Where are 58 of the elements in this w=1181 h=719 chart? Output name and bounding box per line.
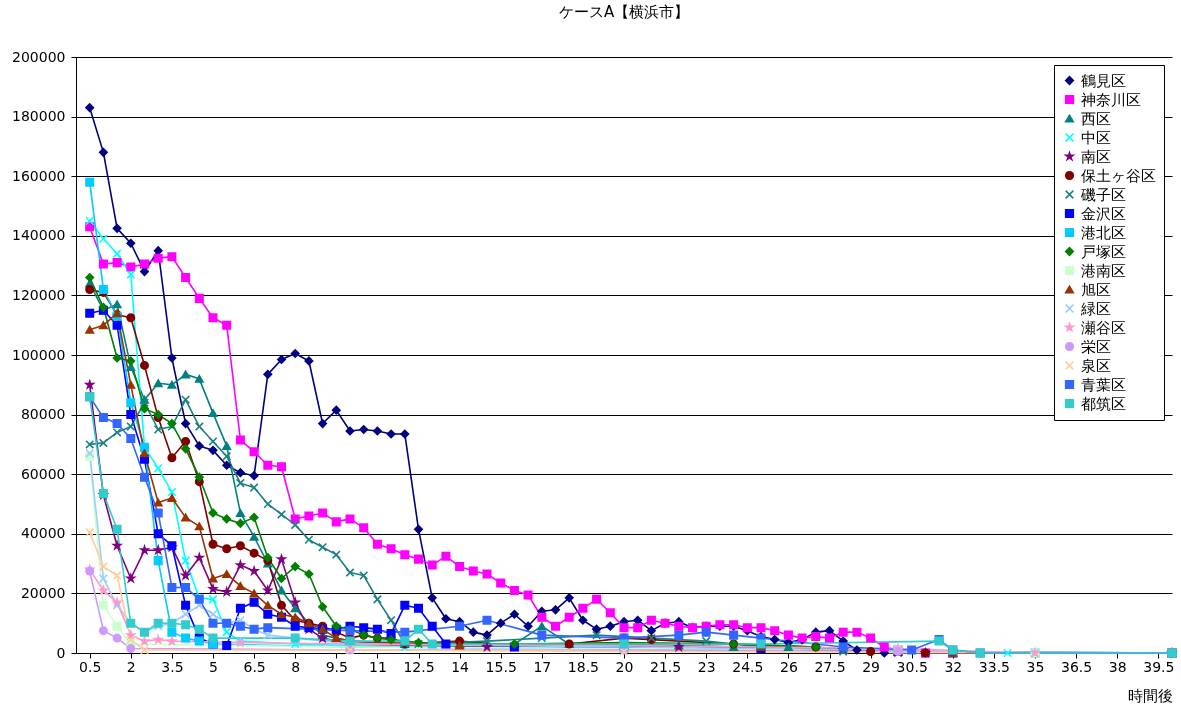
legend-label: 緑区 [1080, 299, 1111, 318]
legend-label: 栄区 [1081, 337, 1111, 356]
legend-label: 港南区 [1081, 261, 1126, 280]
x-tick-label: 9.5 [325, 658, 348, 675]
x-tick-label: 5 [209, 658, 218, 675]
x-tick-label: 18.5 [567, 658, 599, 675]
x-tick-label: 14 [451, 658, 470, 675]
y-tick-label: 180000 [12, 108, 66, 125]
legend-label: 都筑区 [1081, 394, 1126, 413]
chart-title: ケースA【横浜市】 [558, 3, 690, 21]
legend-label: 港北区 [1081, 223, 1126, 242]
x-tick-label: 2 [126, 658, 136, 675]
x-tick-label: 17 [533, 658, 552, 675]
y-tick-label: 80000 [20, 406, 66, 423]
legend-label: 神奈川区 [1081, 90, 1141, 109]
legend-label: 旭区 [1081, 280, 1111, 299]
x-tick-label: 32 [944, 658, 963, 675]
legend-label: 泉区 [1081, 356, 1111, 375]
x-tick-label: 21.5 [650, 658, 682, 675]
x-tick-label: 20 [615, 658, 634, 675]
x-tick-label: 38 [1108, 658, 1127, 675]
legend-label: 瀬谷区 [1081, 318, 1126, 337]
y-tick-label: 0 [56, 644, 66, 661]
legend-label: 鶴見区 [1081, 71, 1126, 90]
y-tick-label: 200000 [12, 48, 66, 65]
legend-label: 戸塚区 [1081, 242, 1126, 261]
legend-label: 青葉区 [1081, 375, 1126, 394]
legend-label: 西区 [1081, 109, 1111, 128]
x-tick-label: 24.5 [732, 658, 764, 675]
x-tick-label: 12.5 [403, 658, 435, 675]
x-tick-label: 29 [862, 658, 881, 675]
y-tick-label: 120000 [12, 286, 66, 303]
x-tick-label: 30.5 [896, 658, 928, 675]
x-tick-label: 39.5 [1143, 658, 1175, 675]
x-tick-label: 8 [291, 658, 301, 675]
y-tick-label: 60000 [20, 465, 66, 482]
legend-label: 磯子区 [1080, 185, 1126, 204]
x-tick-label: 3.5 [161, 658, 184, 675]
y-tick-label: 140000 [12, 227, 66, 244]
x-tick-label: 0.5 [79, 658, 102, 675]
legend-label: 南区 [1081, 147, 1111, 166]
y-tick-label: 40000 [20, 525, 66, 542]
legend-label: 保土ヶ谷区 [1081, 166, 1156, 185]
x-tick-label: 36.5 [1061, 658, 1093, 675]
x-tick-label: 23 [697, 658, 716, 675]
x-axis-title: 時間後 [1127, 686, 1173, 705]
legend-label: 金沢区 [1081, 204, 1126, 223]
x-tick-label: 11 [368, 658, 387, 675]
x-tick-label: 15.5 [485, 658, 517, 675]
x-tick-label: 26 [779, 658, 798, 675]
y-tick-label: 160000 [12, 167, 66, 184]
x-tick-label: 33.5 [978, 658, 1010, 675]
y-tick-label: 20000 [20, 584, 66, 601]
y-tick-label: 100000 [12, 346, 66, 363]
x-tick-label: 27.5 [814, 658, 846, 675]
x-tick-label: 6.5 [243, 658, 266, 675]
legend-label: 中区 [1081, 128, 1111, 147]
x-tick-label: 35 [1026, 658, 1045, 675]
